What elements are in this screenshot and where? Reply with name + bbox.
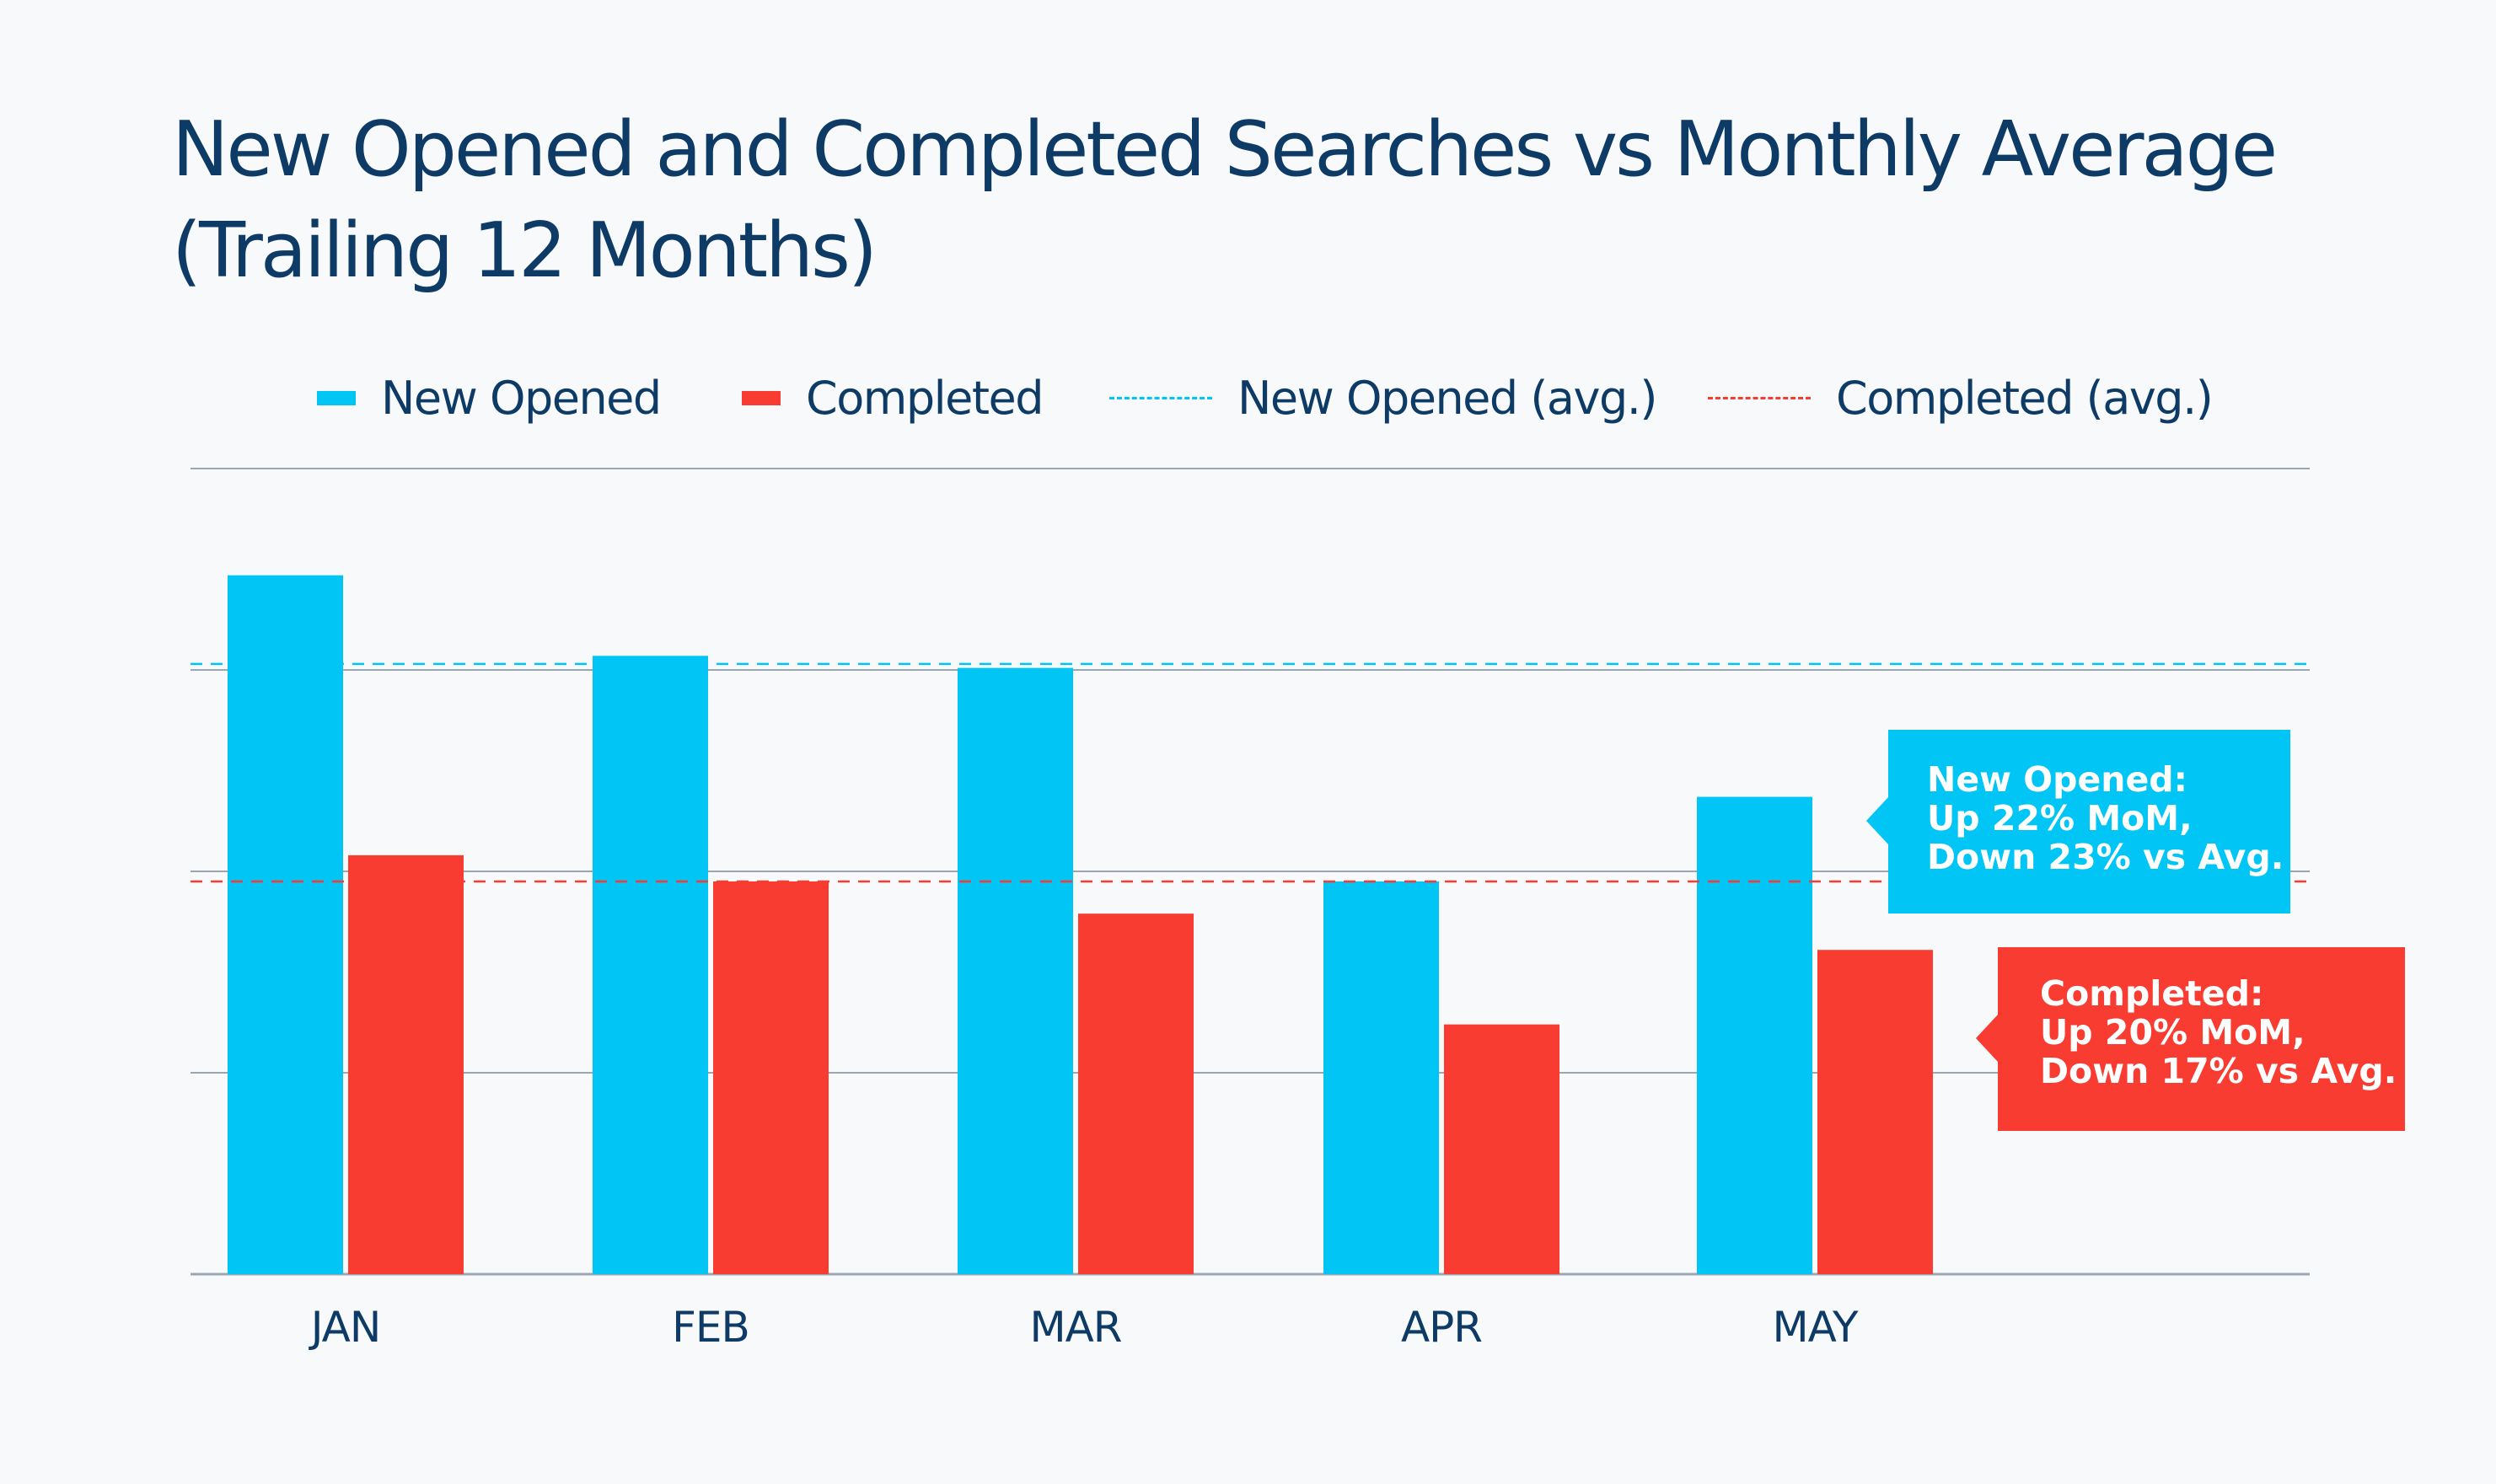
legend-label-completed-avg: Completed (avg.) <box>1836 371 2214 425</box>
bar-completed-feb <box>713 881 829 1274</box>
bar-new-opened-may <box>1697 796 1812 1274</box>
callout-completed-line-3: Down 17% vs Avg. <box>2040 1051 2397 1091</box>
x-tick-label-apr: APR <box>1401 1303 1482 1352</box>
x-tick-label-may: MAY <box>1772 1303 1858 1352</box>
legend-dash-completed-avg <box>1708 396 1811 399</box>
bar-new-opened-mar <box>958 667 1073 1274</box>
callout-new-opened-line-1: New Opened: <box>1927 759 2188 800</box>
callout-new-opened: New Opened: Up 22% MoM, Down 23% vs Avg. <box>1866 730 2290 913</box>
callout-new-opened-line-3: Down 23% vs Avg. <box>1927 837 2284 877</box>
legend-swatch-completed <box>742 390 781 405</box>
bar-new-opened-jan <box>228 575 343 1274</box>
callout-pointer-new-opened <box>1866 797 1888 844</box>
chart-legend: New Opened Completed New Opened (avg.) C… <box>0 364 2496 431</box>
chart-title-line-1: New Opened and Completed Searches vs Mon… <box>172 105 2278 194</box>
callout-pointer-completed <box>1976 1015 1998 1062</box>
legend-label-completed: Completed <box>806 371 1044 425</box>
legend-label-new-opened-avg: New Opened (avg.) <box>1237 371 1657 425</box>
bar-new-opened-apr <box>1323 881 1439 1274</box>
x-tick-label-jan: JAN <box>309 1303 380 1352</box>
legend-item-new-opened-avg: New Opened (avg.) <box>1109 364 1657 431</box>
x-tick-label-feb: FEB <box>672 1303 749 1352</box>
chart-title-line-2: (Trailing 12 Months) <box>172 206 878 295</box>
legend-dash-new-opened-avg <box>1109 396 1212 399</box>
callout-completed-line-2: Up 20% MoM, <box>2040 1012 2305 1053</box>
callout-new-opened-line-2: Up 22% MoM, <box>1927 798 2193 838</box>
bar-completed-mar <box>1078 913 1194 1274</box>
callout-completed-line-1: Completed: <box>2040 973 2264 1014</box>
bar-completed-jan <box>348 855 464 1274</box>
bar-completed-apr <box>1444 1024 1559 1274</box>
bar-new-opened-feb <box>593 656 708 1274</box>
legend-swatch-new-opened <box>317 390 356 405</box>
legend-label-new-opened: New Opened <box>381 371 662 425</box>
bar-completed-may <box>1817 950 1933 1274</box>
callout-completed: Completed: Up 20% MoM, Down 17% vs Avg. <box>1976 947 2405 1131</box>
chart-title: New Opened and Completed Searches vs Mon… <box>172 99 2364 302</box>
legend-item-new-opened: New Opened <box>317 364 662 431</box>
legend-item-completed-avg: Completed (avg.) <box>1708 364 2214 431</box>
legend-item-completed: Completed <box>742 364 1044 431</box>
x-tick-label-mar: MAR <box>1029 1303 1121 1352</box>
